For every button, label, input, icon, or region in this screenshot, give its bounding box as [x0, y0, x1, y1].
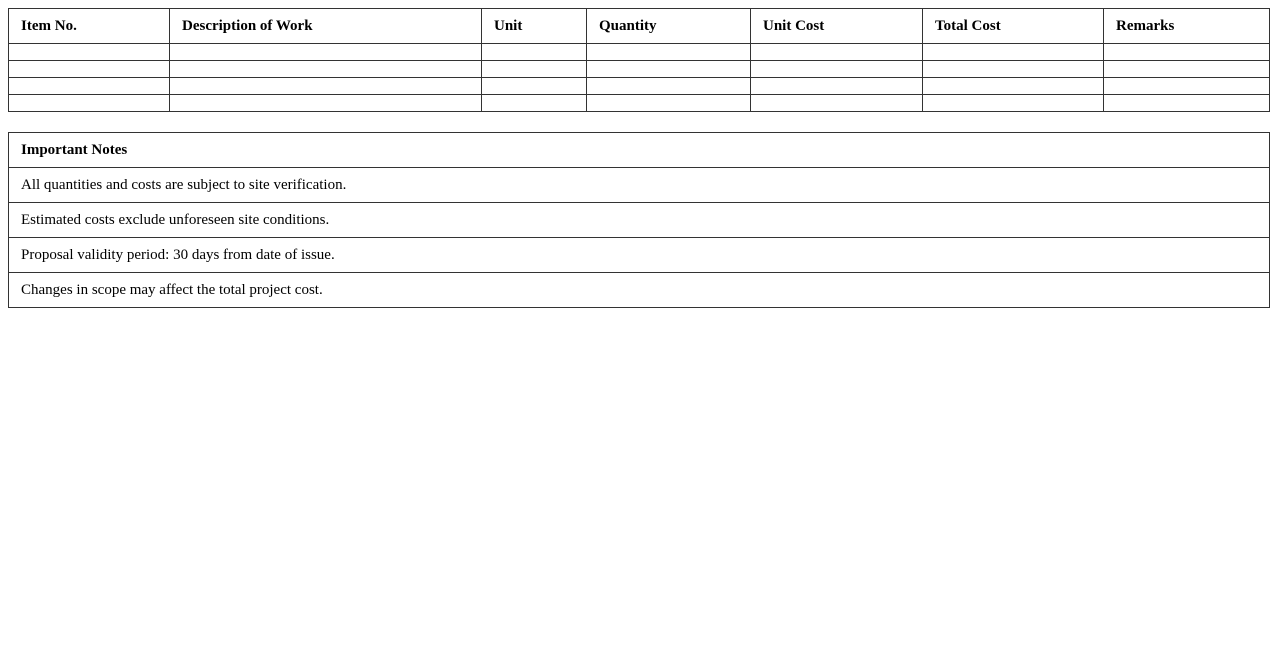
table-cell: [8, 43, 170, 61]
note-item: Proposal validity period: 30 days from d…: [8, 237, 1270, 273]
table-cell: [1103, 60, 1270, 78]
table-cell: [586, 60, 751, 78]
table-row: [8, 60, 1270, 78]
table-cell: [750, 43, 923, 61]
table-cell: [922, 94, 1104, 112]
col-description: Description of Work: [169, 8, 482, 44]
table-cell: [8, 60, 170, 78]
note-item: Estimated costs exclude unforeseen site …: [8, 202, 1270, 238]
col-remarks: Remarks: [1103, 8, 1270, 44]
table-cell: [586, 77, 751, 95]
notes-table: Important Notes All quantities and costs…: [8, 132, 1270, 308]
col-unit: Unit: [481, 8, 587, 44]
col-unit-cost: Unit Cost: [750, 8, 923, 44]
col-item-no: Item No.: [8, 8, 170, 44]
col-total-cost: Total Cost: [922, 8, 1104, 44]
table-cell: [169, 60, 482, 78]
table-cell: [481, 60, 587, 78]
table-cell: [1103, 77, 1270, 95]
table-cell: [481, 77, 587, 95]
table-cell: [1103, 94, 1270, 112]
table-cell: [586, 43, 751, 61]
notes-title: Important Notes: [8, 132, 1270, 168]
cost-table: Item No. Description of Work Unit Quanti…: [8, 8, 1270, 112]
col-quantity: Quantity: [586, 8, 751, 44]
table-cell: [750, 94, 923, 112]
table-cell: [8, 94, 170, 112]
table-cell: [481, 94, 587, 112]
table-cell: [1103, 43, 1270, 61]
table-cell: [922, 60, 1104, 78]
note-item: All quantities and costs are subject to …: [8, 167, 1270, 203]
table-cell: [922, 77, 1104, 95]
table-cell: [750, 60, 923, 78]
table-cell: [169, 94, 482, 112]
table-cell: [169, 43, 482, 61]
table-cell: [8, 77, 170, 95]
table-cell: [922, 43, 1104, 61]
header-row: Item No. Description of Work Unit Quanti…: [8, 8, 1270, 44]
table-row: [8, 94, 1270, 112]
table-cell: [169, 77, 482, 95]
table-row: [8, 77, 1270, 95]
table-cell: [481, 43, 587, 61]
table-cell: [750, 77, 923, 95]
table-row: [8, 43, 1270, 61]
note-item: Changes in scope may affect the total pr…: [8, 272, 1270, 308]
table-cell: [586, 94, 751, 112]
